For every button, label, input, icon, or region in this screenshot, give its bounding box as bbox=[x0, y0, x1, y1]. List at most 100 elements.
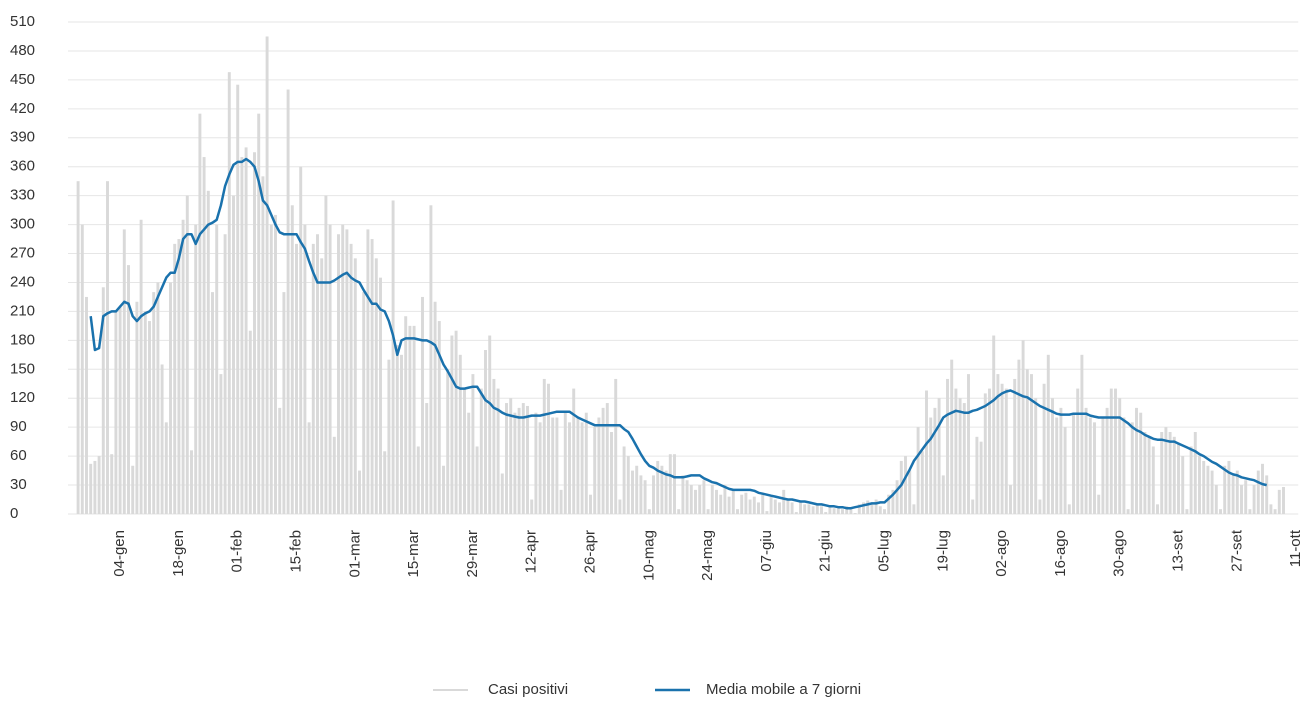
legend-label: Casi positivi bbox=[488, 681, 568, 698]
bar bbox=[841, 509, 844, 514]
bar bbox=[849, 508, 853, 514]
bar bbox=[521, 403, 525, 514]
bar bbox=[488, 335, 492, 514]
bar bbox=[463, 388, 466, 514]
bar bbox=[177, 239, 181, 514]
bar bbox=[391, 200, 395, 514]
y-tick-label: 150 bbox=[10, 360, 35, 377]
bar bbox=[744, 492, 748, 514]
bar bbox=[106, 181, 109, 515]
x-tick-label: 15-feb bbox=[287, 530, 304, 573]
bar bbox=[568, 422, 571, 514]
bar bbox=[1282, 486, 1285, 514]
bar bbox=[1214, 485, 1218, 514]
bar bbox=[979, 441, 983, 514]
bar bbox=[1042, 383, 1046, 514]
bar bbox=[374, 258, 378, 514]
bar bbox=[370, 239, 374, 514]
bar bbox=[97, 456, 101, 514]
bar bbox=[950, 359, 954, 514]
bar bbox=[286, 89, 290, 514]
bar bbox=[1164, 427, 1168, 514]
bar bbox=[85, 296, 88, 514]
bar bbox=[685, 480, 689, 514]
bar bbox=[803, 504, 807, 514]
x-tick-label: 26-apr bbox=[581, 530, 598, 573]
bar bbox=[547, 383, 550, 514]
bar bbox=[933, 407, 937, 514]
bar bbox=[475, 446, 479, 514]
bar bbox=[257, 113, 261, 514]
bar bbox=[1030, 374, 1033, 514]
bar bbox=[505, 403, 508, 514]
bar bbox=[610, 432, 613, 514]
bar bbox=[160, 364, 164, 514]
bar bbox=[660, 465, 664, 514]
bar bbox=[366, 229, 370, 515]
y-tick-label: 240 bbox=[10, 273, 35, 290]
bar bbox=[358, 470, 361, 514]
bar bbox=[467, 412, 471, 514]
bar bbox=[593, 427, 597, 514]
bar bbox=[1210, 470, 1214, 514]
bar bbox=[681, 475, 685, 514]
bar bbox=[1223, 465, 1227, 514]
x-tick-label: 15-mar bbox=[405, 530, 422, 578]
bar bbox=[1021, 340, 1025, 514]
bar bbox=[416, 446, 420, 514]
bar bbox=[101, 287, 105, 514]
bar bbox=[551, 417, 555, 514]
bar bbox=[500, 473, 504, 514]
x-tick-label: 01-feb bbox=[229, 530, 246, 573]
x-tick-label: 01-mar bbox=[346, 530, 363, 578]
bar bbox=[576, 417, 580, 514]
bar bbox=[513, 412, 517, 514]
bar bbox=[895, 480, 899, 514]
x-tick-label: 13-set bbox=[1169, 529, 1186, 572]
bar bbox=[534, 412, 538, 514]
bar bbox=[878, 506, 882, 514]
bar bbox=[689, 485, 693, 514]
bar bbox=[1219, 509, 1222, 514]
bar bbox=[975, 436, 979, 514]
bar bbox=[1172, 436, 1176, 514]
bar bbox=[988, 388, 991, 514]
bar bbox=[299, 166, 303, 515]
bar bbox=[740, 494, 744, 514]
bar bbox=[584, 412, 588, 514]
bar bbox=[643, 480, 647, 514]
bar bbox=[307, 422, 311, 514]
bar bbox=[1059, 407, 1063, 514]
bar bbox=[446, 369, 450, 514]
bar bbox=[148, 321, 151, 514]
bar bbox=[925, 390, 928, 514]
bar bbox=[656, 460, 660, 514]
bar bbox=[1088, 417, 1092, 514]
bar bbox=[820, 506, 823, 514]
bar bbox=[1277, 489, 1281, 514]
bar bbox=[1139, 412, 1143, 514]
bar bbox=[1038, 499, 1042, 514]
bar bbox=[828, 506, 832, 514]
bar bbox=[1000, 383, 1004, 514]
bar bbox=[328, 224, 332, 514]
x-tick-label: 27-set bbox=[1228, 529, 1245, 572]
bar bbox=[173, 243, 177, 514]
bar bbox=[782, 489, 786, 514]
bar bbox=[156, 282, 160, 514]
bar bbox=[244, 147, 248, 515]
bar bbox=[433, 301, 437, 514]
bar bbox=[118, 306, 122, 514]
bar bbox=[526, 405, 529, 514]
bar bbox=[135, 301, 139, 514]
bar bbox=[1240, 485, 1243, 514]
bar bbox=[1093, 422, 1096, 514]
bar bbox=[715, 489, 718, 514]
x-tick-label: 11-ott bbox=[1287, 529, 1304, 567]
bar bbox=[1080, 354, 1084, 514]
bar bbox=[1244, 480, 1248, 514]
bar bbox=[1126, 509, 1130, 514]
bar bbox=[1084, 407, 1088, 514]
bar bbox=[698, 485, 702, 514]
bar bbox=[887, 494, 891, 514]
